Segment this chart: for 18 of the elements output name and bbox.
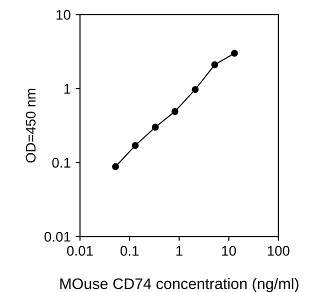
point: [152, 124, 159, 131]
point: [112, 163, 119, 170]
x-tick-label: 100: [268, 246, 290, 256]
x-tick-label: 10: [222, 246, 236, 256]
point: [132, 142, 139, 149]
point: [211, 61, 218, 68]
x-tick-label: 0.01: [67, 246, 93, 256]
point: [230, 50, 238, 57]
y-tick-label: 10: [56, 10, 70, 20]
y-tick-label: 0.1: [52, 158, 70, 168]
y-tick-label: 1: [64, 84, 70, 94]
point: [171, 108, 178, 115]
x-axis-title: MOuse CD74 concentration (ng/ml): [60, 278, 298, 292]
x-tick-label: 0.1: [120, 246, 139, 256]
y-axis-title: OD=450 nm: [26, 88, 36, 163]
point: [192, 86, 199, 94]
y-tick-label: 0.01: [44, 232, 70, 242]
x-tick-label: 1: [176, 246, 182, 256]
